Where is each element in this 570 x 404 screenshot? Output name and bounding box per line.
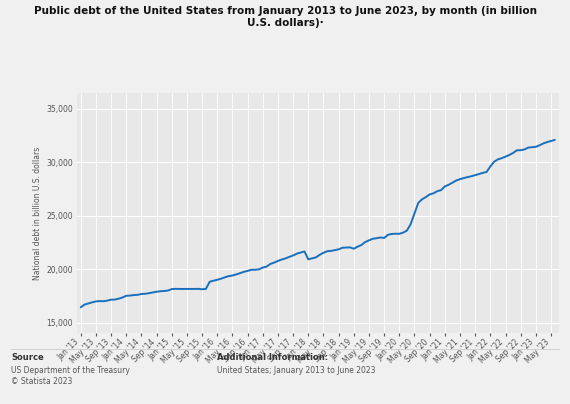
Text: Additional Information:: Additional Information: — [217, 354, 328, 362]
Text: United States; January 2013 to June 2023: United States; January 2013 to June 2023 — [217, 366, 375, 375]
Text: © Statista 2023: © Statista 2023 — [11, 377, 73, 385]
Text: Source: Source — [11, 354, 44, 362]
Text: US Department of the Treasury: US Department of the Treasury — [11, 366, 131, 375]
Text: Public debt of the United States from January 2013 to June 2023, by month (in bi: Public debt of the United States from Ja… — [34, 6, 536, 16]
Y-axis label: National debt in billion U.S. dollars: National debt in billion U.S. dollars — [33, 147, 42, 280]
Text: U.S. dollars)·: U.S. dollars)· — [247, 18, 323, 28]
